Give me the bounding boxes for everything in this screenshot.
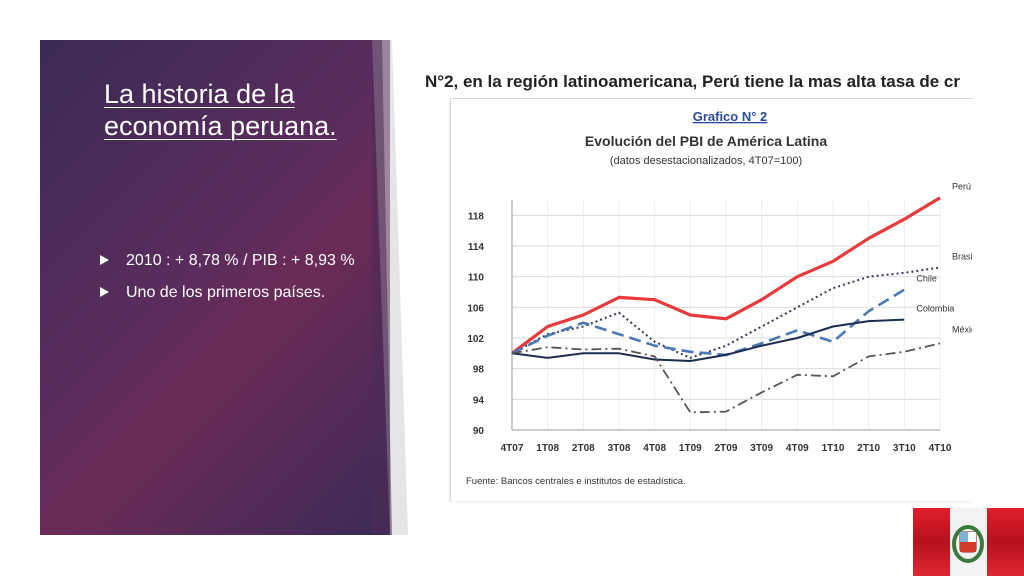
series-line-1 [511, 266, 941, 359]
triangle-bullet-icon [100, 287, 109, 297]
y-tick-label: 118 [468, 211, 485, 222]
x-tick-label: 1T09 [679, 443, 702, 454]
slide-title: La historia de la economía peruana. [104, 79, 337, 141]
bullet-item: Uno de los primeros países. [98, 282, 358, 303]
y-tick-label: 110 [468, 273, 485, 284]
series-label: Perú [952, 182, 971, 192]
y-tick-label: 102 [467, 334, 484, 345]
x-tick-label: 4T08 [643, 443, 666, 454]
peru-flag-image [913, 508, 1024, 576]
y-tick-label: 90 [473, 426, 485, 437]
panel-edge-decoration [372, 40, 408, 535]
chart-title: Evolución del PBI de América Latina [585, 133, 827, 149]
series-line-0 [511, 196, 941, 355]
series-line-3 [511, 318, 905, 362]
figure-heading: N°2, en la región latinoamericana, Perú … [425, 72, 960, 91]
gdp-line-chart: Grafico N° 2 Evolución del PBI de Améric… [466, 109, 972, 487]
chart-label: Grafico N° 2 [693, 109, 768, 124]
x-tick-label: 3T09 [750, 443, 773, 454]
y-tick-label: 98 [473, 365, 485, 376]
x-tick-label: 4T10 [929, 443, 952, 454]
series-label: Chile [916, 274, 937, 284]
series-label: México [952, 324, 972, 334]
title-panel [40, 40, 390, 535]
series-line-4 [511, 342, 941, 414]
y-tick-label: 114 [468, 242, 485, 253]
triangle-bullet-icon [100, 255, 109, 265]
x-tick-label: 3T10 [893, 443, 916, 454]
series-line-2 [511, 288, 905, 357]
x-tick-label: 1T10 [822, 443, 845, 454]
bullet-item: 2010 : + 8,78 % / PIB : + 8,93 % [98, 250, 358, 271]
series-label: Brasil [952, 251, 972, 261]
y-tick-label: 106 [467, 303, 484, 314]
coat-of-arms-wreath [952, 525, 984, 563]
series-label: Colombia [916, 304, 954, 314]
bullet-text: 2010 : + 8,78 % / PIB : + 8,93 % [126, 252, 355, 269]
x-tick-label: 3T08 [608, 443, 631, 454]
x-tick-label: 1T08 [536, 443, 559, 454]
chart-subtitle: (datos desestacionalizados, 4T07=100) [610, 155, 802, 167]
bullet-text: Uno de los primeros países. [126, 284, 326, 301]
chart-source: Fuente: Bancos centrales e institutos de… [466, 476, 686, 487]
x-tick-label: 2T09 [715, 443, 738, 454]
x-tick-label: 4T09 [786, 443, 809, 454]
x-tick-label: 4T07 [501, 443, 524, 454]
bullet-list: 2010 : + 8,78 % / PIB : + 8,93 % Uno de … [98, 250, 358, 314]
x-tick-label: 2T08 [572, 443, 595, 454]
x-tick-label: 2T10 [857, 443, 880, 454]
y-tick-label: 94 [473, 395, 485, 406]
